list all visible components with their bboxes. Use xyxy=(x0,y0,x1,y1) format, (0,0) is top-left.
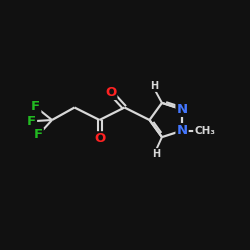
Text: F: F xyxy=(27,115,36,128)
Text: H: H xyxy=(152,149,160,159)
Text: F: F xyxy=(31,100,40,114)
Text: N: N xyxy=(176,103,188,116)
Text: CH₃: CH₃ xyxy=(194,126,215,136)
Text: N: N xyxy=(176,124,188,137)
Text: O: O xyxy=(94,132,105,145)
Text: F: F xyxy=(34,128,43,141)
Text: O: O xyxy=(105,86,117,99)
Text: H: H xyxy=(150,81,158,91)
